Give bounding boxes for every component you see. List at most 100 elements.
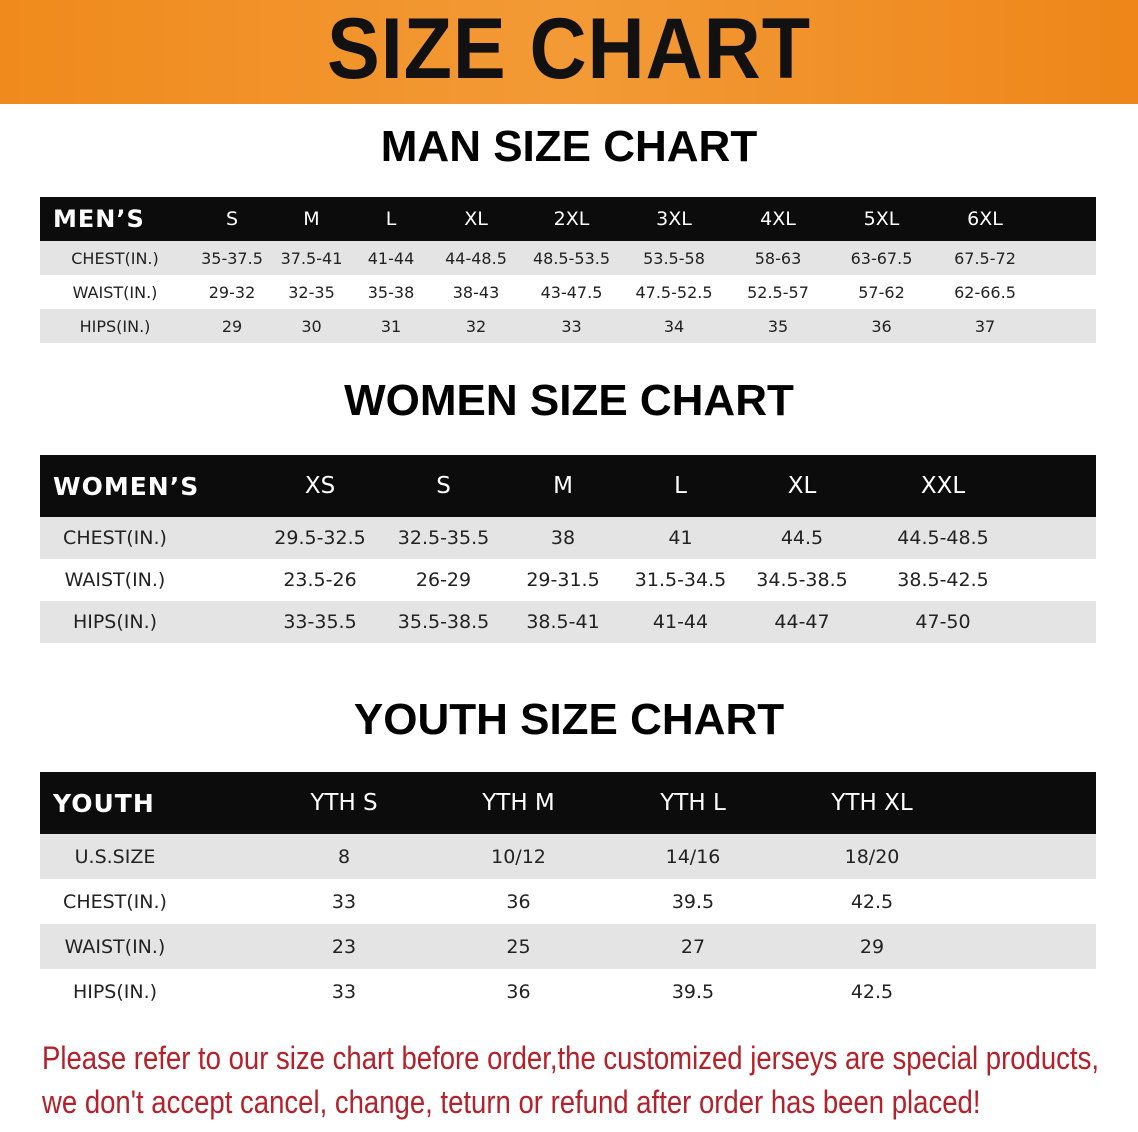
size-value: 44-47 xyxy=(740,601,864,643)
women-section-title: WOMEN SIZE CHART xyxy=(344,376,794,425)
row-label-cell: CHEST(IN.) xyxy=(40,241,192,275)
size-value: 38 xyxy=(505,517,621,559)
size-value: 39.5 xyxy=(671,980,715,1003)
youth-size-table: YOUTH YTH S YTH M YTH L YTH XL U.S.SIZE 8 10/12… xyxy=(40,772,1096,1014)
size-value: 53.5-58 xyxy=(622,241,726,275)
row-label-cell: CHEST(IN.) xyxy=(40,879,257,924)
size-value: 37.5-41 xyxy=(272,241,351,275)
size-value: 41 xyxy=(621,517,740,559)
size-value: 41-44 xyxy=(351,241,431,275)
table-row: CHEST(IN.) 35-37.5 37.5-41 41-44 44-48.5 48.5… xyxy=(40,241,1096,275)
header-filler xyxy=(1022,455,1096,517)
size-header: 3XL xyxy=(622,197,726,241)
row-label: HIPS(IN.) xyxy=(79,316,151,336)
row-label-cell: HIPS(IN.) xyxy=(40,309,192,343)
size-value: 36 xyxy=(506,890,531,913)
row-label: CHEST(IN.) xyxy=(71,248,159,268)
size-value: 29-32 xyxy=(208,282,256,302)
size-value: 32-35 xyxy=(288,282,335,302)
row-filler xyxy=(964,834,1096,879)
row-label: WAIST(IN.) xyxy=(64,569,166,591)
table-header-label: YOUTH xyxy=(40,772,257,834)
table-row: WAIST(IN.) 29-32 32-35 35-38 38-43 43-47.5 47.… xyxy=(40,275,1096,309)
size-value: 44.5-48.5 xyxy=(864,517,1022,559)
size-value: 35-38 xyxy=(367,282,415,302)
title-banner: SIZE CHART xyxy=(0,0,1138,104)
size-value: 47-50 xyxy=(864,601,1022,643)
size-value: 38.5-42.5 xyxy=(897,569,989,591)
size-header: YTH L xyxy=(606,772,780,834)
row-label: HIPS(IN.) xyxy=(72,611,158,633)
size-value: 33-35.5 xyxy=(258,601,382,643)
size-value: 38-43 xyxy=(452,282,500,302)
size-value: 32 xyxy=(431,309,521,343)
size-value: 14/16 xyxy=(606,834,780,879)
row-label-cell: CHEST(IN.) xyxy=(40,517,258,559)
size-header: 6XL xyxy=(933,197,1037,241)
row-filler xyxy=(1022,559,1096,601)
row-filler xyxy=(964,924,1096,969)
size-header: XL xyxy=(740,455,864,517)
size-header: XXL xyxy=(864,455,1022,517)
size-value: 29.5-32.5 xyxy=(258,517,382,559)
size-value: 34 xyxy=(622,309,726,343)
size-value: 18/20 xyxy=(780,834,964,879)
size-value: 39.5 xyxy=(671,890,715,913)
header-filler xyxy=(964,772,1096,834)
size-value: 26-29 xyxy=(415,569,472,591)
size-value: 63-67.5 xyxy=(830,241,933,275)
order-notice: Please refer to our size chart before or… xyxy=(42,1036,1099,1124)
size-value: 48.5-53.5 xyxy=(521,241,622,275)
row-label-cell: HIPS(IN.) xyxy=(40,601,258,643)
row-label-cell: WAIST(IN.) xyxy=(40,924,257,969)
size-value: 52.5-57 xyxy=(747,282,809,302)
size-value: 33 xyxy=(331,980,357,1003)
size-value: 42.5 xyxy=(850,980,894,1003)
table-header-row: MEN’S S M L XL 2XL 3XL 4XL 5XL 6XL xyxy=(40,197,1096,241)
size-value: 36 xyxy=(506,980,531,1003)
size-value: 32.5-35.5 xyxy=(382,517,505,559)
row-label: HIPS(IN.) xyxy=(72,980,158,1003)
size-header: S xyxy=(192,197,272,241)
row-filler xyxy=(1037,275,1096,309)
size-header: L xyxy=(621,455,740,517)
size-value: 25 xyxy=(431,924,606,969)
row-label: CHEST(IN.) xyxy=(63,527,167,549)
size-value: 23 xyxy=(257,924,431,969)
size-value: 27 xyxy=(606,924,780,969)
size-value: 41-44 xyxy=(621,601,740,643)
size-value: 8 xyxy=(257,834,431,879)
table-row: WAIST(IN.) 23.5-26 26-29 29-31.5 31.5-34.5 34… xyxy=(40,559,1096,601)
row-filler xyxy=(1022,517,1096,559)
size-value: 29-31.5 xyxy=(526,569,600,591)
size-header: M xyxy=(505,455,621,517)
youth-section-title: YOUTH SIZE CHART xyxy=(353,695,785,744)
size-value: 31 xyxy=(351,309,431,343)
size-value: 10/12 xyxy=(431,834,606,879)
size-header: YTH M xyxy=(431,772,606,834)
row-filler xyxy=(1022,601,1096,643)
size-value: 29 xyxy=(192,309,272,343)
table-header-label: MEN’S xyxy=(40,197,192,241)
size-value: 35 xyxy=(726,309,830,343)
row-label-cell: WAIST(IN.) xyxy=(40,275,192,309)
size-header: 4XL xyxy=(726,197,830,241)
size-value: 43-47.5 xyxy=(540,282,603,302)
table-row: WAIST(IN.) 23 25 27 29 xyxy=(40,924,1096,969)
table-header-label: WOMEN’S xyxy=(40,455,258,517)
table-row: HIPS(IN.) 29 30 31 32 33 34 35 36 37 xyxy=(40,309,1096,343)
size-header: YTH S xyxy=(257,772,431,834)
size-header: 5XL xyxy=(830,197,933,241)
row-filler xyxy=(964,879,1096,924)
table-row: U.S.SIZE 8 10/12 14/16 18/20 xyxy=(40,834,1096,879)
size-header: XL xyxy=(431,197,521,241)
row-label: U.S.SIZE xyxy=(74,845,156,868)
size-value: 31.5-34.5 xyxy=(634,569,727,591)
size-value: 62-66.5 xyxy=(954,282,1016,302)
size-value: 38.5-41 xyxy=(505,601,621,643)
table-row: CHEST(IN.) 33 36 39.5 42.5 xyxy=(40,879,1096,924)
row-label-cell: HIPS(IN.) xyxy=(40,969,257,1014)
size-value: 33 xyxy=(521,309,622,343)
size-header: YTH XL xyxy=(780,772,964,834)
size-value: 47.5-52.5 xyxy=(635,282,713,302)
